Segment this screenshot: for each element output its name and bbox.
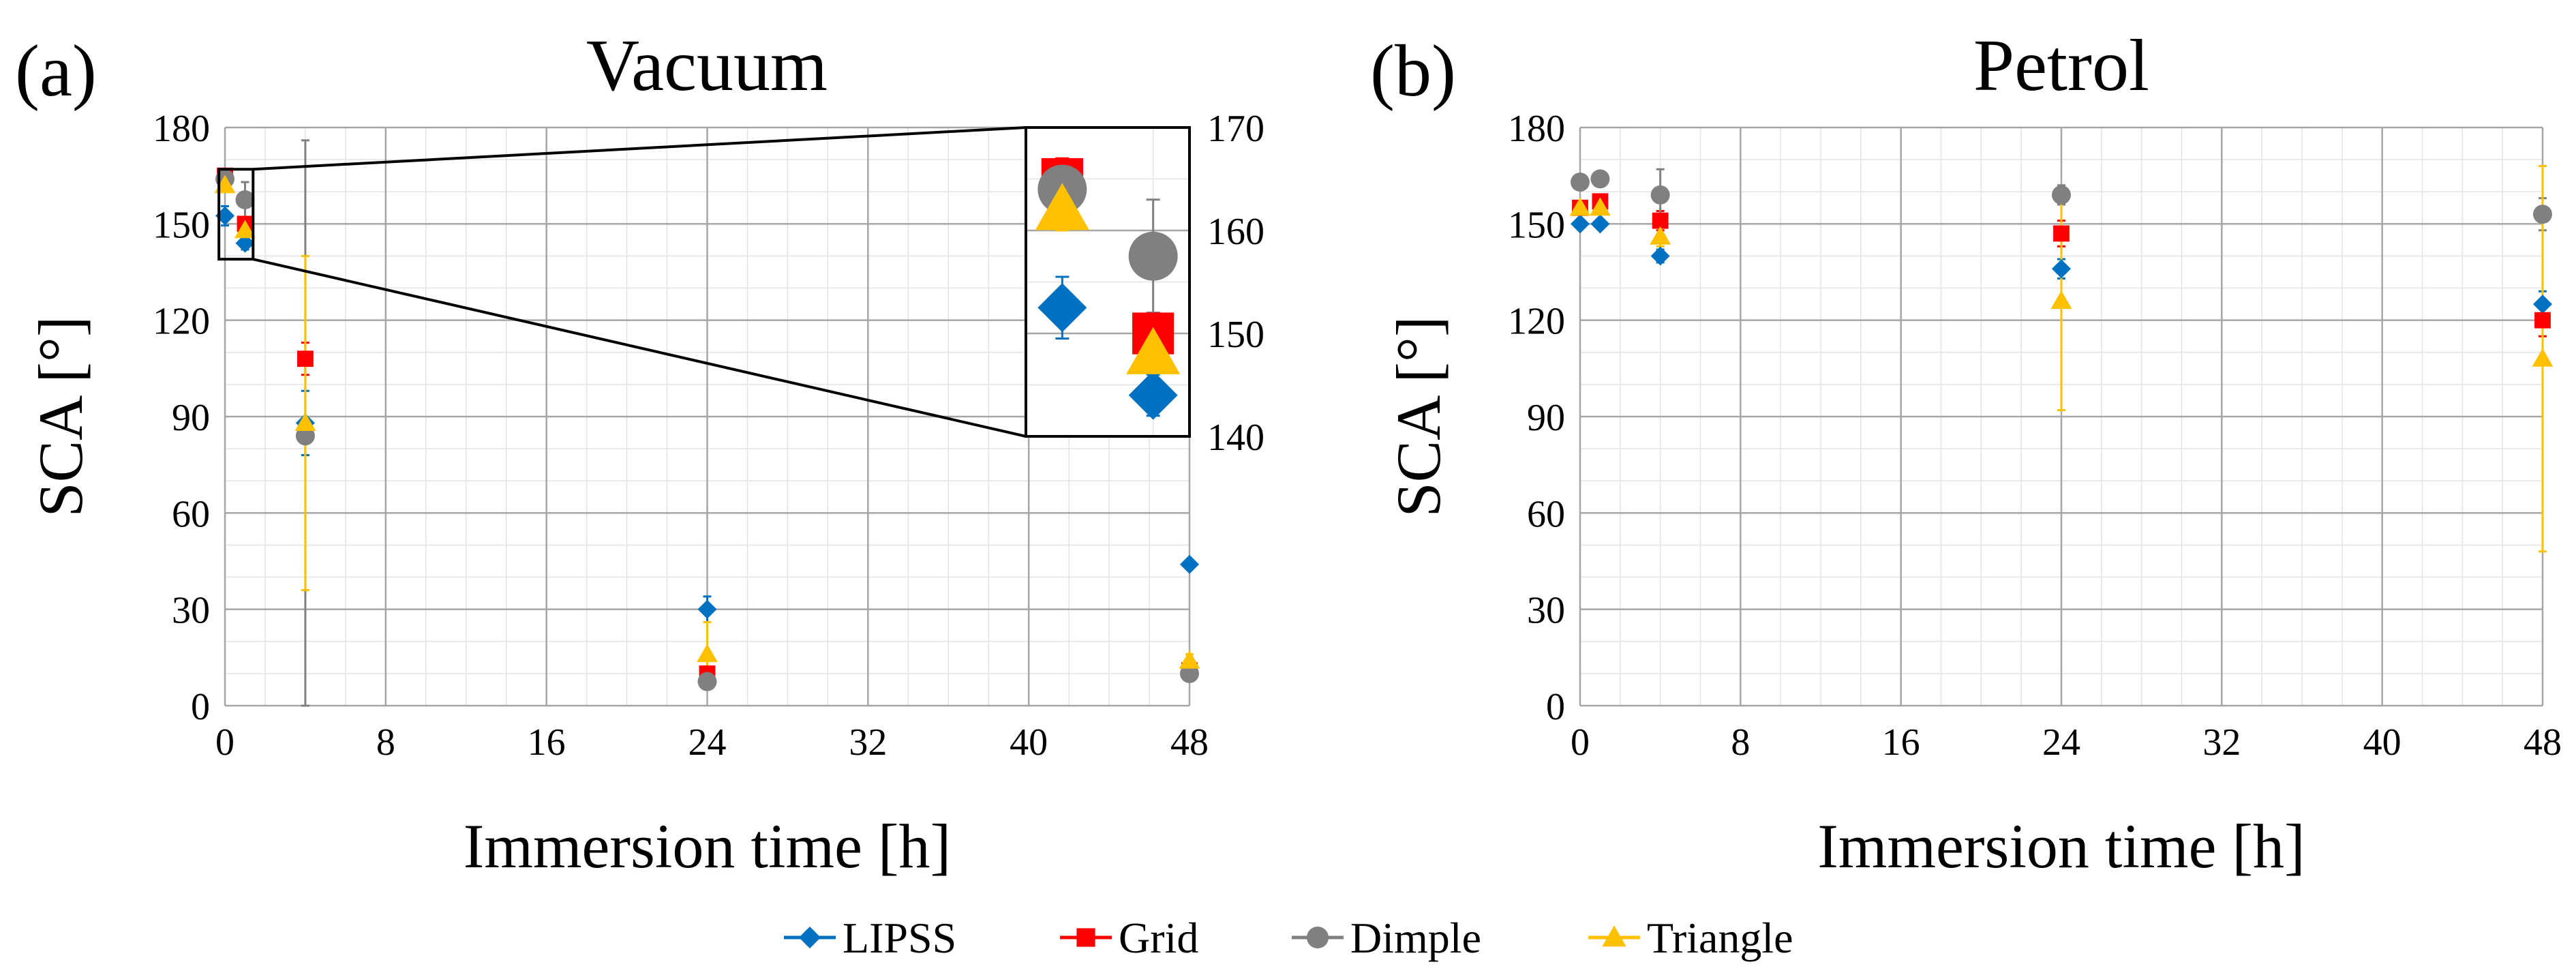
triangle-point [697,644,718,663]
triangle-point [234,220,256,239]
grid-point [297,350,314,368]
legend-item-grid: Grid [1060,914,1198,962]
legend-grid-marker [1076,928,1095,947]
gridlines [1579,126,2544,707]
zoom-connector [253,126,1027,171]
inset-lipss-point [1128,370,1178,420]
zoom-region-box [217,168,255,261]
x-tick-label: 0 [1571,721,1590,764]
x-tick-label: 24 [688,721,727,764]
x-tick-label: 32 [2202,721,2241,764]
legend-dimple-marker [1307,927,1329,948]
x-tick-label: 40 [1010,721,1048,764]
x-tick-label: 16 [528,721,566,764]
x-axis-title: Immersion time [h] [464,811,951,881]
y-tick-label: 150 [153,204,210,246]
dimple-point [2052,185,2071,205]
legend-item-dimple: Dimple [1292,914,1481,962]
y-tick-label: 120 [153,301,210,343]
x-tick-label: 24 [2042,721,2080,764]
inset-y-tick-label: 150 [1207,314,1264,356]
legend-item-lipss: LIPSS [784,914,956,962]
dimple-point [295,426,315,446]
data-series [1569,165,2554,553]
y-tick-label: 0 [1546,686,1565,728]
chart-title: Vacuum [586,25,828,106]
panel-label: (b) [1370,31,1456,112]
grid-point [2053,225,2070,242]
lipss-point [1180,554,1199,574]
zoom-connector [252,258,1027,438]
lipss-point [2052,259,2071,279]
grid-point [2534,312,2551,329]
inset-triangle-point [1126,327,1181,374]
legend: LIPSS Grid Dimple Triangle [784,914,1793,962]
x-tick-label: 48 [2524,721,2562,764]
legend-triangle-marker [1602,925,1626,947]
panel-label: (a) [15,31,97,112]
lipss-point [235,233,255,253]
triangle-point [1590,197,1611,216]
triangle-point [2532,348,2554,367]
legend-lipss-marker [799,927,821,948]
inset-y-tick-label: 170 [1207,108,1264,150]
triangle-point [1650,226,1671,245]
dimple-point [1650,185,1670,205]
legend-label: LIPSS [843,914,956,962]
inset-triangle-point [1035,183,1089,230]
chart-title: Petrol [1973,25,2149,106]
y-tick-label: 60 [1527,493,1565,535]
dimple-point [2533,205,2552,224]
legend-label: Grid [1119,914,1198,962]
x-tick-label: 32 [849,721,887,764]
zoom-inset: 140 150 160 170 [217,108,1264,459]
dimple-point [697,672,717,691]
panel-vacuum: 0 8 16 24 32 40 48 0 30 60 90 120 150 180 Vacuum (a) Imm… [15,25,1264,881]
x-tick-label: 0 [215,721,234,764]
lipss-point [2533,295,2552,314]
inset-dimple-point [1128,231,1178,281]
legend-label: Triangle [1647,914,1793,962]
lipss-point [1571,214,1590,234]
y-tick-label: 120 [1508,301,1565,343]
x-tick-label: 8 [376,721,395,764]
y-axis-title: SCA [°] [1384,316,1453,518]
inset-frame [1025,126,1191,438]
dimple-point [1571,172,1590,192]
legend-item-triangle: Triangle [1588,914,1793,962]
y-tick-label: 150 [1508,204,1565,246]
y-tick-label: 90 [1527,397,1565,439]
lipss-point [1650,246,1670,266]
lipss-point [1590,214,1610,234]
triangle-point [294,412,316,431]
triangle-point [2050,290,2072,309]
dimple-point [1590,169,1610,189]
grid-point [1652,212,1669,229]
inset-y-tick-label: 160 [1207,211,1264,253]
y-tick-label: 0 [191,686,210,728]
y-axis-title: SCA [°] [26,316,95,518]
x-tick-label: 40 [2363,721,2401,764]
dimple-point [235,190,255,209]
y-tick-label: 180 [1508,108,1565,150]
x-tick-label: 16 [1882,721,1920,764]
x-tick-label: 8 [1731,721,1750,764]
inset-lipss-point [1037,283,1087,333]
x-tick-label: 48 [1170,721,1209,764]
x-axis-title: Immersion time [h] [1817,811,2305,881]
triangle-point [1179,650,1200,669]
lipss-point [697,599,717,619]
inset-y-tick-label: 140 [1207,417,1264,459]
y-tick-label: 30 [1527,590,1565,632]
y-tick-label: 90 [172,397,210,439]
dimple-point [1180,663,1199,683]
legend-label: Dimple [1350,914,1481,962]
panel-petrol: 0 8 16 24 32 40 48 0 30 60 90 120 150 180 Petrol (b) Imm… [1370,25,2562,881]
y-tick-label: 30 [172,590,210,632]
triangle-point [1569,197,1591,216]
data-series [214,139,1200,707]
y-tick-label: 60 [172,493,210,535]
y-tick-label: 180 [153,108,210,150]
